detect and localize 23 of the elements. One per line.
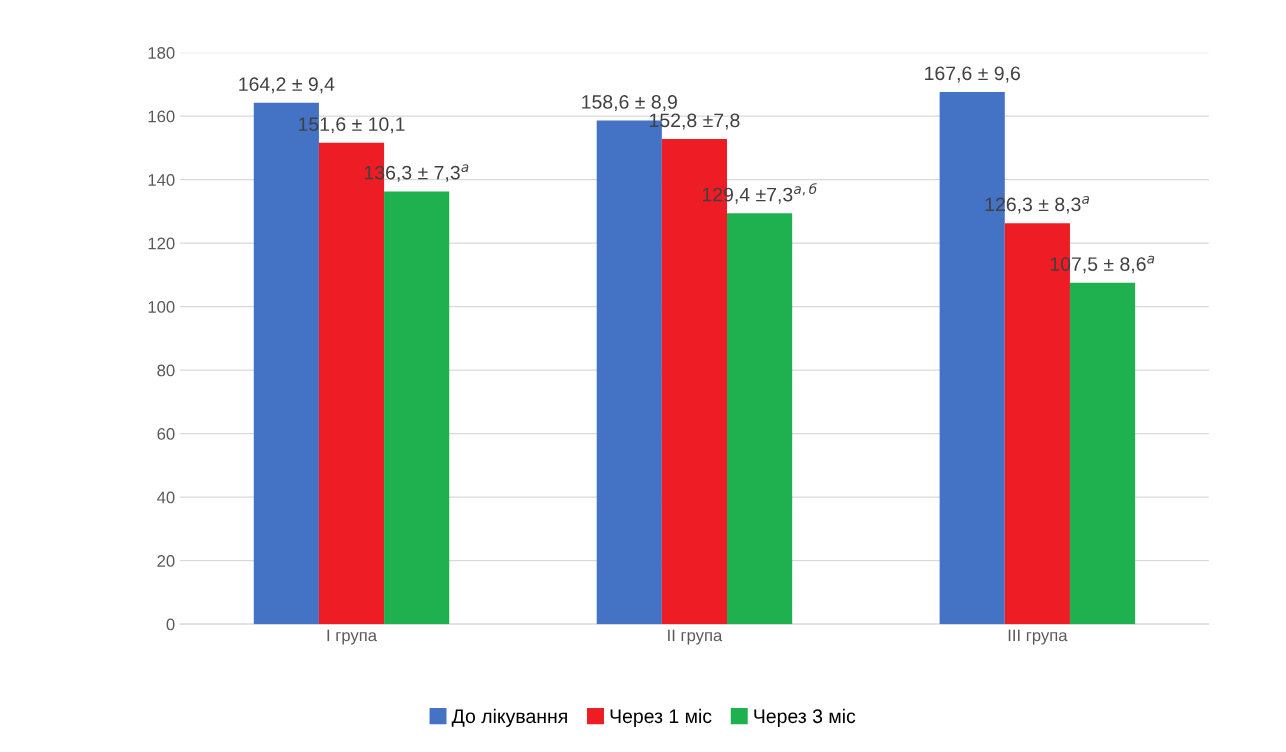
y-tick-label: 160 — [148, 110, 175, 123]
bar — [727, 213, 793, 625]
y-tick-label: 0 — [166, 618, 175, 631]
bar — [1069, 282, 1136, 625]
y-tick-label: 60 — [157, 428, 175, 440]
data-label: 167,6 ± 9,6 — [925, 66, 1020, 83]
x-tick-label: III група — [1008, 629, 1068, 645]
legend-label: Через 1 міс — [610, 708, 712, 727]
y-tick-label: 40 — [157, 491, 175, 504]
data-label: 164,2 ± 9,4 — [239, 77, 335, 94]
x-tick-label: I група — [327, 629, 378, 645]
y-tick-label: 120 — [148, 237, 175, 250]
y-tick-label: 140 — [148, 174, 175, 186]
legend-label: Через 3 міс — [754, 708, 856, 727]
y-tick-label: 100 — [148, 301, 175, 313]
y-tick-label: 80 — [157, 364, 175, 377]
data-label: 158,6 ± 8,9 — [582, 95, 677, 112]
y-tick-label: 20 — [157, 555, 175, 567]
legend-label: До лікування — [451, 708, 567, 727]
data-label: 152,8 ±7,8 — [650, 113, 740, 130]
bar — [384, 191, 450, 625]
x-tick-label: II група — [668, 629, 723, 645]
y-tick-label: 180 — [148, 47, 175, 59]
